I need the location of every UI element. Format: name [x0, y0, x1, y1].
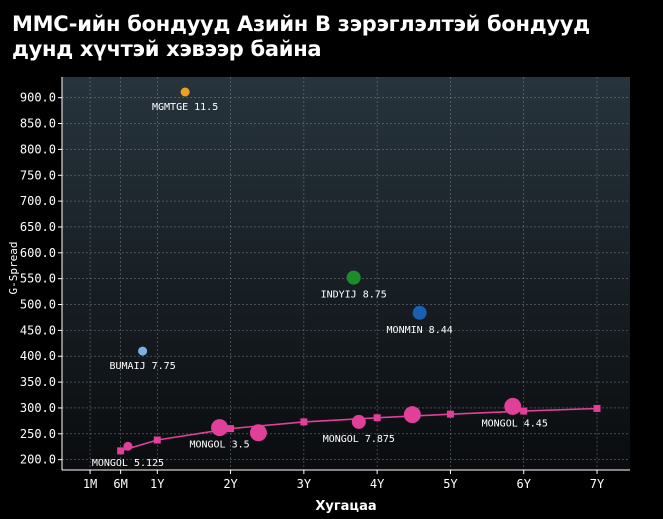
bond-point: [504, 397, 522, 415]
y-tick-label: 350.0: [20, 375, 56, 389]
y-tick-label: 900.0: [20, 91, 56, 105]
y-tick-label: 650.0: [20, 220, 56, 234]
x-tick-label: 1M: [83, 477, 97, 491]
x-tick-label: 7Y: [590, 477, 605, 491]
y-tick-label: 850.0: [20, 117, 56, 131]
bond-point: [412, 305, 427, 320]
curve-marker: [227, 425, 235, 433]
axis-layer: 200.0 250.0 300.0 350.0 400.0 450.0 500.0 550.0…: [20, 77, 630, 491]
y-tick-label: 600.0: [20, 246, 56, 260]
bond-label: INDYIJ 8.75: [321, 290, 387, 301]
y-tick-label: 750.0: [20, 168, 56, 182]
curve-marker: [300, 418, 308, 426]
y-tick-label: 550.0: [20, 272, 56, 286]
chart-title: MMC-ийн бондууд Азийн B зэрэглэлтэй бонд…: [12, 12, 590, 61]
x-tick-label: 5Y: [443, 477, 458, 491]
curve-marker: [520, 407, 528, 415]
bond-point: [211, 419, 229, 437]
label-layer: MONGOL 5.125 MONGOL 3.5 MONGOL 7.875 MONGOL…: [92, 102, 548, 469]
x-tick-label: 6M: [113, 477, 127, 491]
curve-marker: [117, 447, 125, 455]
x-tick-label: 4Y: [370, 477, 385, 491]
bond-label: MONMIN 8.44: [387, 325, 453, 336]
x-tick-label: 3Y: [297, 477, 312, 491]
x-tick-label: 2Y: [223, 477, 238, 491]
bond-point: [123, 441, 133, 451]
y-tick-label: 700.0: [20, 194, 56, 208]
bond-point: [403, 406, 421, 424]
y-tick-label: 800.0: [20, 142, 56, 156]
y-tick-label: 500.0: [20, 298, 56, 312]
x-tick-label: 1Y: [150, 477, 165, 491]
bond-label: MONGOL 7.875: [323, 434, 395, 445]
curve-marker: [446, 410, 454, 418]
bond-layer: [123, 87, 522, 451]
y-axis-title: G-Spread: [7, 242, 20, 295]
y-tick-label: 200.0: [20, 453, 56, 467]
bond-point: [249, 424, 267, 442]
bond-point: [346, 270, 361, 285]
bond-point: [138, 346, 148, 356]
bond-label: MONGOL 3.5: [189, 440, 249, 451]
curve-marker: [593, 404, 601, 412]
bond-point: [351, 414, 366, 429]
y-tick-label: 250.0: [20, 427, 56, 441]
x-axis-title: Хугацаа: [315, 499, 376, 514]
bond-label: BUMAIJ 7.75: [110, 361, 176, 372]
curve-marker: [153, 436, 161, 444]
y-tick-label: 400.0: [20, 349, 56, 363]
y-tick-label: 300.0: [20, 401, 56, 415]
bond-point: [180, 87, 190, 97]
y-tick-label: 450.0: [20, 323, 56, 337]
bond-label: MONGOL 5.125: [92, 458, 164, 469]
grid-lines: [62, 77, 630, 470]
bond-label: MONGOL 4.45: [482, 418, 548, 429]
x-tick-label: 6Y: [517, 477, 532, 491]
curve-marker: [373, 414, 381, 422]
bond-label: MGMTGE 11.5: [152, 102, 218, 113]
plot-area: [62, 77, 630, 470]
